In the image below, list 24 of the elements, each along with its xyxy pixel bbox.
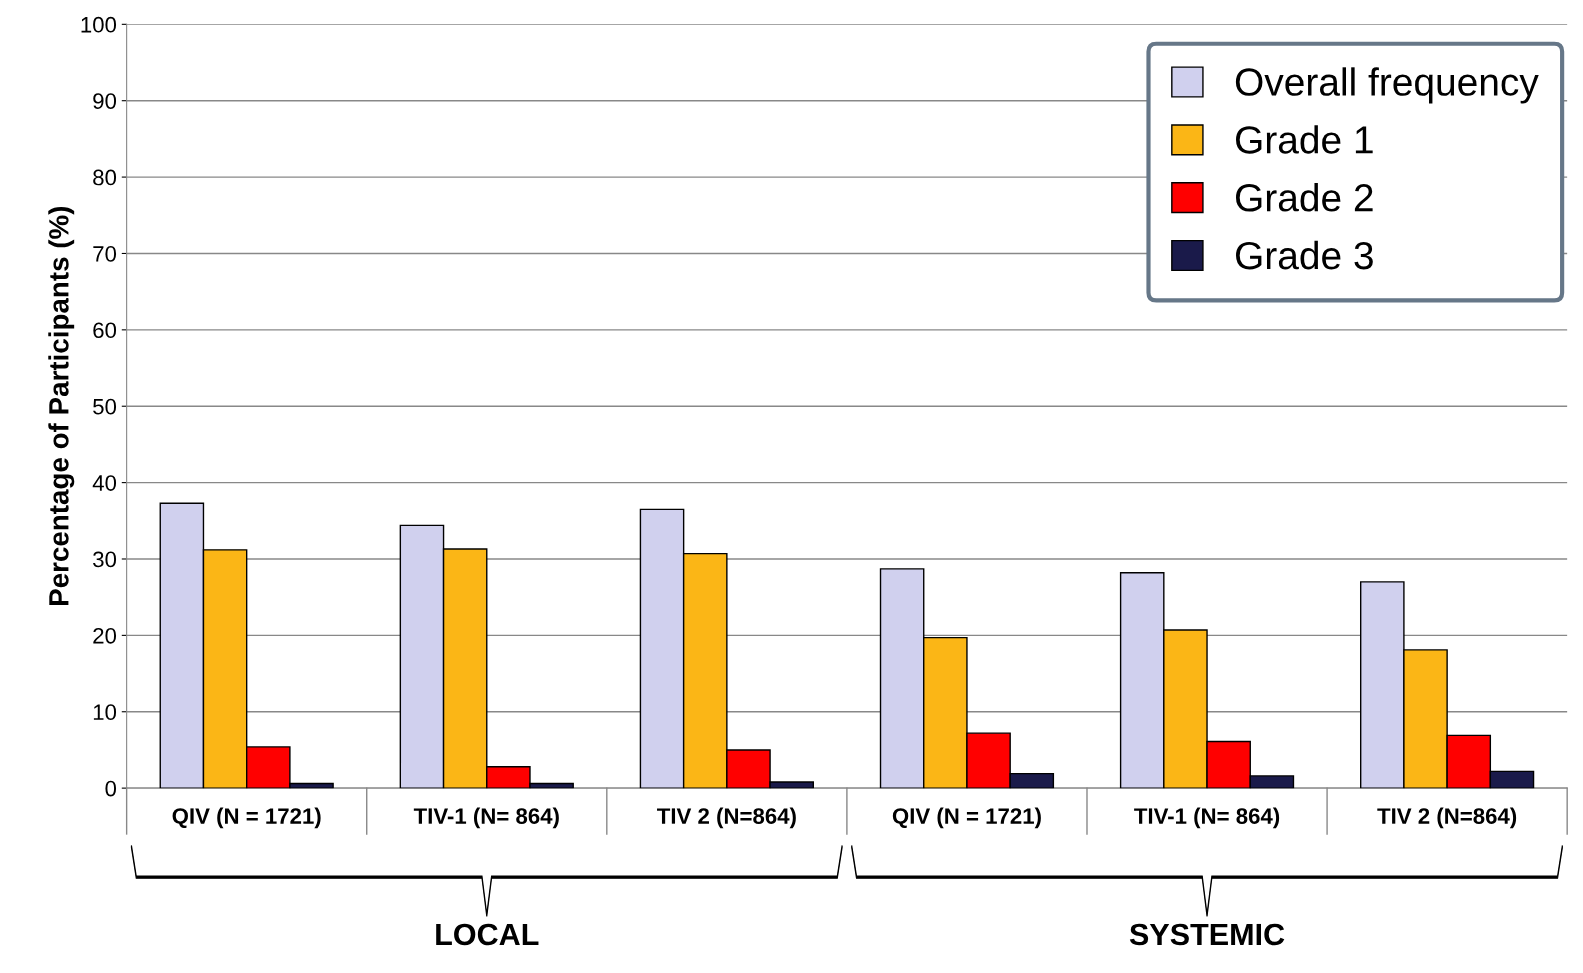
y-tick-label: 80 <box>93 169 117 186</box>
x-tick-label: TIV-1 (N= 864) <box>1134 807 1280 829</box>
legend-label: Overall frequency <box>1235 67 1539 104</box>
y-tick-label: 100 <box>81 16 117 33</box>
y-tick-label: 70 <box>93 246 117 262</box>
y-tick-label: 20 <box>93 627 117 644</box>
x-tick-label: TIV 2 (N=864) <box>657 807 796 829</box>
legend-label: Grade 2 <box>1236 183 1373 212</box>
y-tick-label: 30 <box>93 551 117 568</box>
legend-label: Grade 1 <box>1236 125 1373 154</box>
x-tick-label: TIV-1 (N= 864) <box>413 807 559 829</box>
legend-label: Grade 3 <box>1236 240 1373 270</box>
y-tick-label: 0 <box>105 780 117 797</box>
y-tick-label: 40 <box>92 475 117 491</box>
x-tick-label: TIV 2 (N=864) <box>1377 807 1517 829</box>
y-tick-label: 60 <box>93 322 117 339</box>
text: LOCAL <box>436 923 539 946</box>
y-tick-label: 90 <box>93 93 117 109</box>
y-tick-label: 10 <box>93 704 117 721</box>
y-axis-title: Percentage of Participants (%) <box>48 206 75 606</box>
y-tick-label: 50 <box>93 398 117 415</box>
x-tick-label: QIV (N = 1721) <box>172 807 321 829</box>
x-tick-label: QIV (N = 1721) <box>892 807 1041 829</box>
text: SYSTEMIC <box>1129 923 1285 946</box>
